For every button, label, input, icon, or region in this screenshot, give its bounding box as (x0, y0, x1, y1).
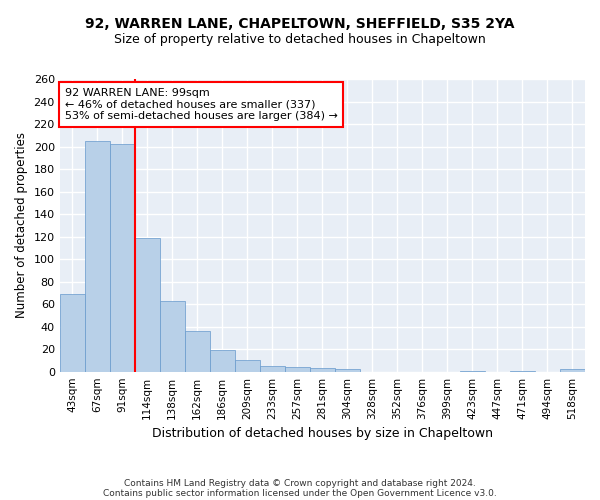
Bar (85, 141, 110, 372)
Text: Contains public sector information licensed under the Open Government Licence v3: Contains public sector information licen… (103, 488, 497, 498)
Bar (260, 366, 285, 372)
Bar (560, 370, 585, 372)
Bar (335, 370, 360, 372)
Y-axis label: Number of detached properties: Number of detached properties (15, 132, 28, 318)
Text: Contains HM Land Registry data © Crown copyright and database right 2024.: Contains HM Land Registry data © Crown c… (124, 478, 476, 488)
Bar (510, 370, 535, 372)
Bar (210, 350, 235, 372)
Bar (110, 144, 135, 372)
Bar (185, 331, 210, 372)
Text: 92, WARREN LANE, CHAPELTOWN, SHEFFIELD, S35 2YA: 92, WARREN LANE, CHAPELTOWN, SHEFFIELD, … (85, 18, 515, 32)
Bar (160, 301, 185, 372)
Text: Size of property relative to detached houses in Chapeltown: Size of property relative to detached ho… (114, 32, 486, 46)
Bar (310, 368, 335, 372)
Text: 92 WARREN LANE: 99sqm
← 46% of detached houses are smaller (337)
53% of semi-det: 92 WARREN LANE: 99sqm ← 46% of detached … (65, 88, 338, 121)
Bar (135, 238, 160, 372)
Bar (59, 294, 85, 372)
Bar (285, 367, 310, 372)
X-axis label: Distribution of detached houses by size in Chapeltown: Distribution of detached houses by size … (152, 427, 493, 440)
Bar (235, 360, 260, 372)
Bar (460, 370, 485, 372)
